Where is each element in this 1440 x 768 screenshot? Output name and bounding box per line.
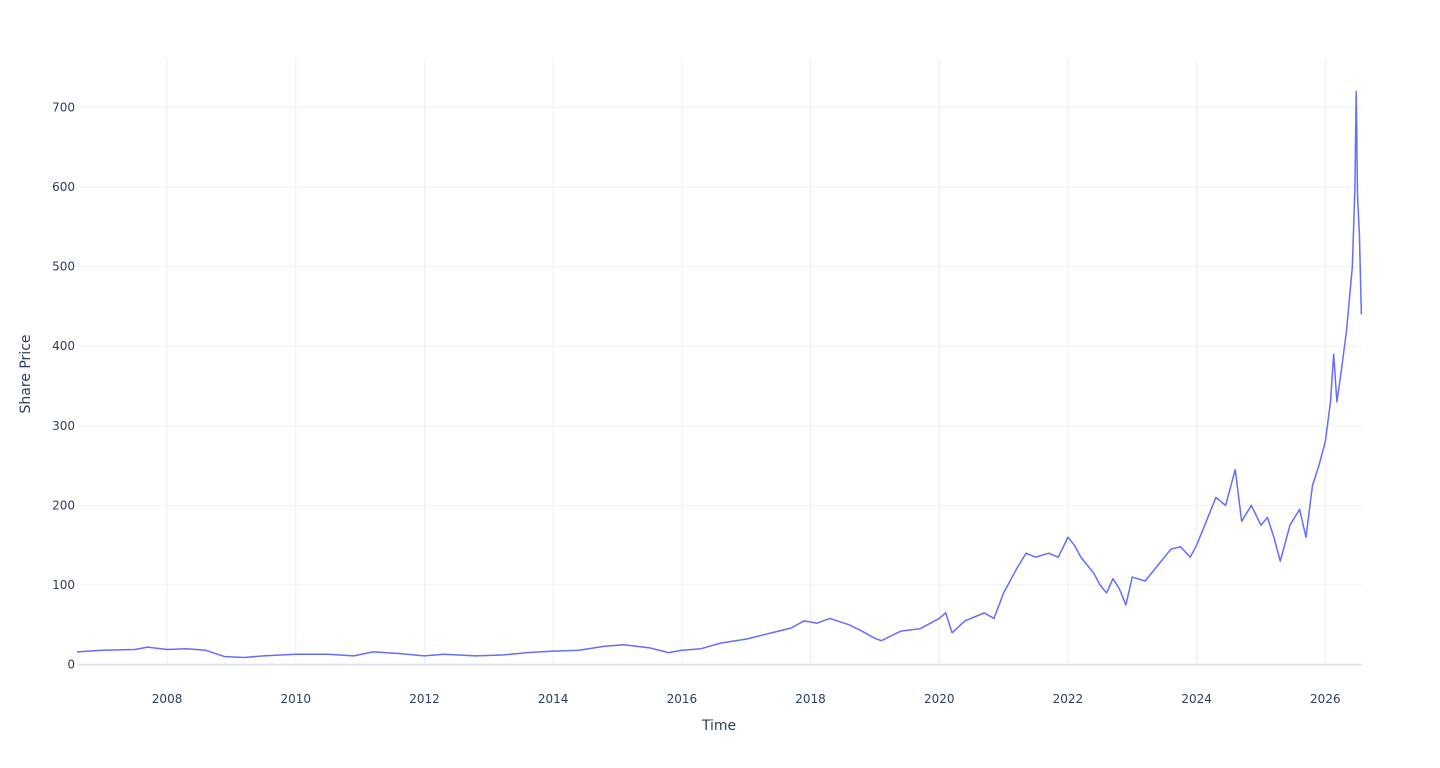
y-tick-label: 700 (52, 100, 75, 114)
x-tick-label: 2020 (924, 692, 955, 706)
price-line (76, 90, 1363, 659)
x-tick-label: 2012 (409, 692, 440, 706)
x-tick-label: 2014 (538, 692, 569, 706)
x-tick-label: 2010 (281, 692, 312, 706)
x-tick-label: 2022 (1053, 692, 1084, 706)
y-tick-label: 100 (52, 578, 75, 592)
y-tick-label: 300 (52, 419, 75, 433)
y-tick-label: 0 (67, 658, 75, 672)
y-tick-label: 500 (52, 260, 75, 274)
x-tick-label: 2024 (1181, 692, 1212, 706)
x-tick-label: 2016 (667, 692, 698, 706)
y-tick-label: 200 (52, 498, 75, 512)
x-axis-title: Time (701, 718, 736, 734)
x-tick-label: 2018 (795, 692, 826, 706)
x-tick-label: 2008 (152, 692, 183, 706)
y-axis-title: Share Price (18, 334, 34, 413)
x-tick-label: 2026 (1310, 692, 1341, 706)
y-tick-label: 600 (52, 180, 75, 194)
y-tick-label: 400 (52, 339, 75, 353)
